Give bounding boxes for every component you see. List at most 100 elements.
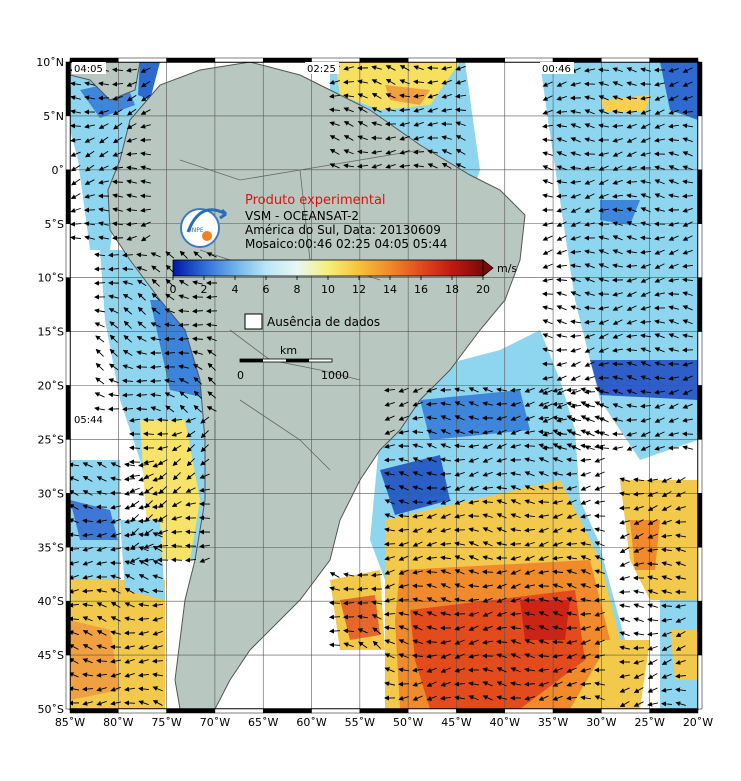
wind-arrow bbox=[619, 533, 630, 539]
wind-arrow bbox=[584, 333, 595, 339]
wind-arrow bbox=[384, 387, 396, 393]
wind-arrow bbox=[96, 658, 108, 664]
wind-arrow bbox=[70, 193, 81, 199]
wind-arrow bbox=[482, 457, 493, 463]
colorbar-tick-label: 18 bbox=[445, 283, 459, 296]
wind-arrow bbox=[612, 165, 623, 171]
wind-arrow bbox=[647, 491, 658, 497]
wind-arrow bbox=[496, 695, 507, 701]
wind-arrow bbox=[165, 264, 174, 273]
wind-arrow bbox=[598, 207, 609, 213]
wind-arrow bbox=[207, 391, 217, 399]
wind-arrow bbox=[556, 361, 567, 367]
wind-arrow bbox=[580, 429, 591, 435]
wind-arrow bbox=[138, 588, 149, 594]
wind-arrow bbox=[619, 477, 630, 483]
wind-arrow bbox=[454, 429, 465, 435]
wind-arrow bbox=[412, 597, 423, 603]
wind-arrow bbox=[343, 135, 354, 141]
wind-arrow bbox=[598, 109, 609, 115]
wind-arrow bbox=[398, 667, 410, 673]
wind-arrow bbox=[110, 574, 121, 580]
wind-arrow bbox=[398, 569, 409, 575]
wind-arrow bbox=[654, 109, 665, 115]
wind-arrow bbox=[454, 653, 465, 659]
wind-arrow bbox=[682, 207, 693, 213]
wind-arrow bbox=[552, 541, 563, 547]
wind-arrow bbox=[371, 93, 382, 99]
wind-arrow bbox=[496, 429, 507, 435]
wind-arrow bbox=[570, 263, 582, 269]
wind-arrow bbox=[110, 616, 121, 622]
wind-arrow bbox=[412, 667, 424, 673]
wind-arrow bbox=[598, 67, 610, 73]
wind-arrow bbox=[171, 557, 183, 563]
wind-arrow bbox=[412, 541, 423, 547]
wind-arrow bbox=[612, 207, 624, 213]
wind-arrow bbox=[441, 107, 452, 113]
wind-arrow bbox=[468, 597, 480, 603]
wind-arrow bbox=[454, 457, 466, 463]
wind-arrow bbox=[510, 639, 521, 645]
wind-arrow bbox=[110, 686, 121, 692]
wind-arrow bbox=[654, 389, 666, 395]
wind-arrow bbox=[612, 81, 623, 87]
wind-arrow bbox=[552, 387, 563, 393]
wind-arrow bbox=[186, 472, 196, 480]
colorbar-tick-label: 6 bbox=[263, 283, 270, 296]
wind-arrow bbox=[138, 476, 149, 482]
wind-arrow bbox=[556, 95, 567, 101]
wind-arrow bbox=[668, 137, 680, 143]
wind-arrow bbox=[384, 583, 395, 589]
wind-arrow bbox=[654, 361, 665, 367]
wind-arrow bbox=[584, 67, 595, 73]
wind-arrow bbox=[580, 513, 591, 519]
wind-arrow bbox=[668, 403, 679, 409]
wind-arrow bbox=[542, 221, 553, 227]
wind-arrow bbox=[524, 471, 535, 477]
wind-arrow bbox=[413, 121, 424, 127]
wind-arrow bbox=[538, 429, 550, 435]
wind-arrow bbox=[426, 583, 437, 589]
wind-arrow bbox=[126, 221, 138, 227]
wind-arrow bbox=[668, 221, 679, 227]
wind-arrow bbox=[647, 505, 658, 511]
wind-arrow bbox=[496, 681, 507, 687]
wind-arrow bbox=[482, 387, 493, 393]
wind-arrow bbox=[108, 392, 120, 398]
wind-arrow bbox=[384, 429, 395, 435]
wind-arrow bbox=[598, 165, 609, 171]
wind-arrow bbox=[398, 457, 409, 463]
wind-arrow bbox=[468, 639, 479, 645]
wind-arrow bbox=[138, 518, 150, 524]
wind-arrow bbox=[126, 235, 137, 241]
wind-arrow bbox=[570, 123, 581, 129]
wind-arrow bbox=[427, 107, 438, 113]
wind-arrow bbox=[552, 653, 563, 659]
wind-arrow bbox=[84, 235, 95, 241]
wind-arrow bbox=[468, 611, 479, 617]
wind-arrow bbox=[552, 499, 563, 505]
wind-arrow bbox=[126, 193, 137, 199]
wind-arrow bbox=[70, 672, 79, 678]
colorbar-tick-label: 8 bbox=[294, 283, 301, 296]
wind-arrow bbox=[556, 319, 567, 325]
wind-arrow bbox=[524, 681, 536, 687]
wind-arrow bbox=[482, 527, 493, 533]
wind-arrow bbox=[626, 347, 638, 353]
wind-arrow bbox=[524, 429, 535, 435]
wind-arrow bbox=[84, 221, 96, 227]
wind-arrow bbox=[98, 207, 109, 213]
wind-arrow bbox=[124, 644, 135, 650]
wind-arrow bbox=[598, 319, 609, 325]
wind-arrow bbox=[186, 458, 195, 467]
wind-arrow bbox=[640, 249, 652, 255]
wind-arrow bbox=[468, 527, 479, 533]
wind-arrow bbox=[178, 322, 190, 328]
wind-arrow bbox=[661, 505, 672, 511]
wind-arrow bbox=[140, 234, 151, 242]
wind-arrow bbox=[584, 109, 595, 115]
wind-arrow bbox=[640, 137, 651, 143]
wind-arrow bbox=[570, 249, 582, 255]
wind-arrow bbox=[584, 193, 595, 199]
